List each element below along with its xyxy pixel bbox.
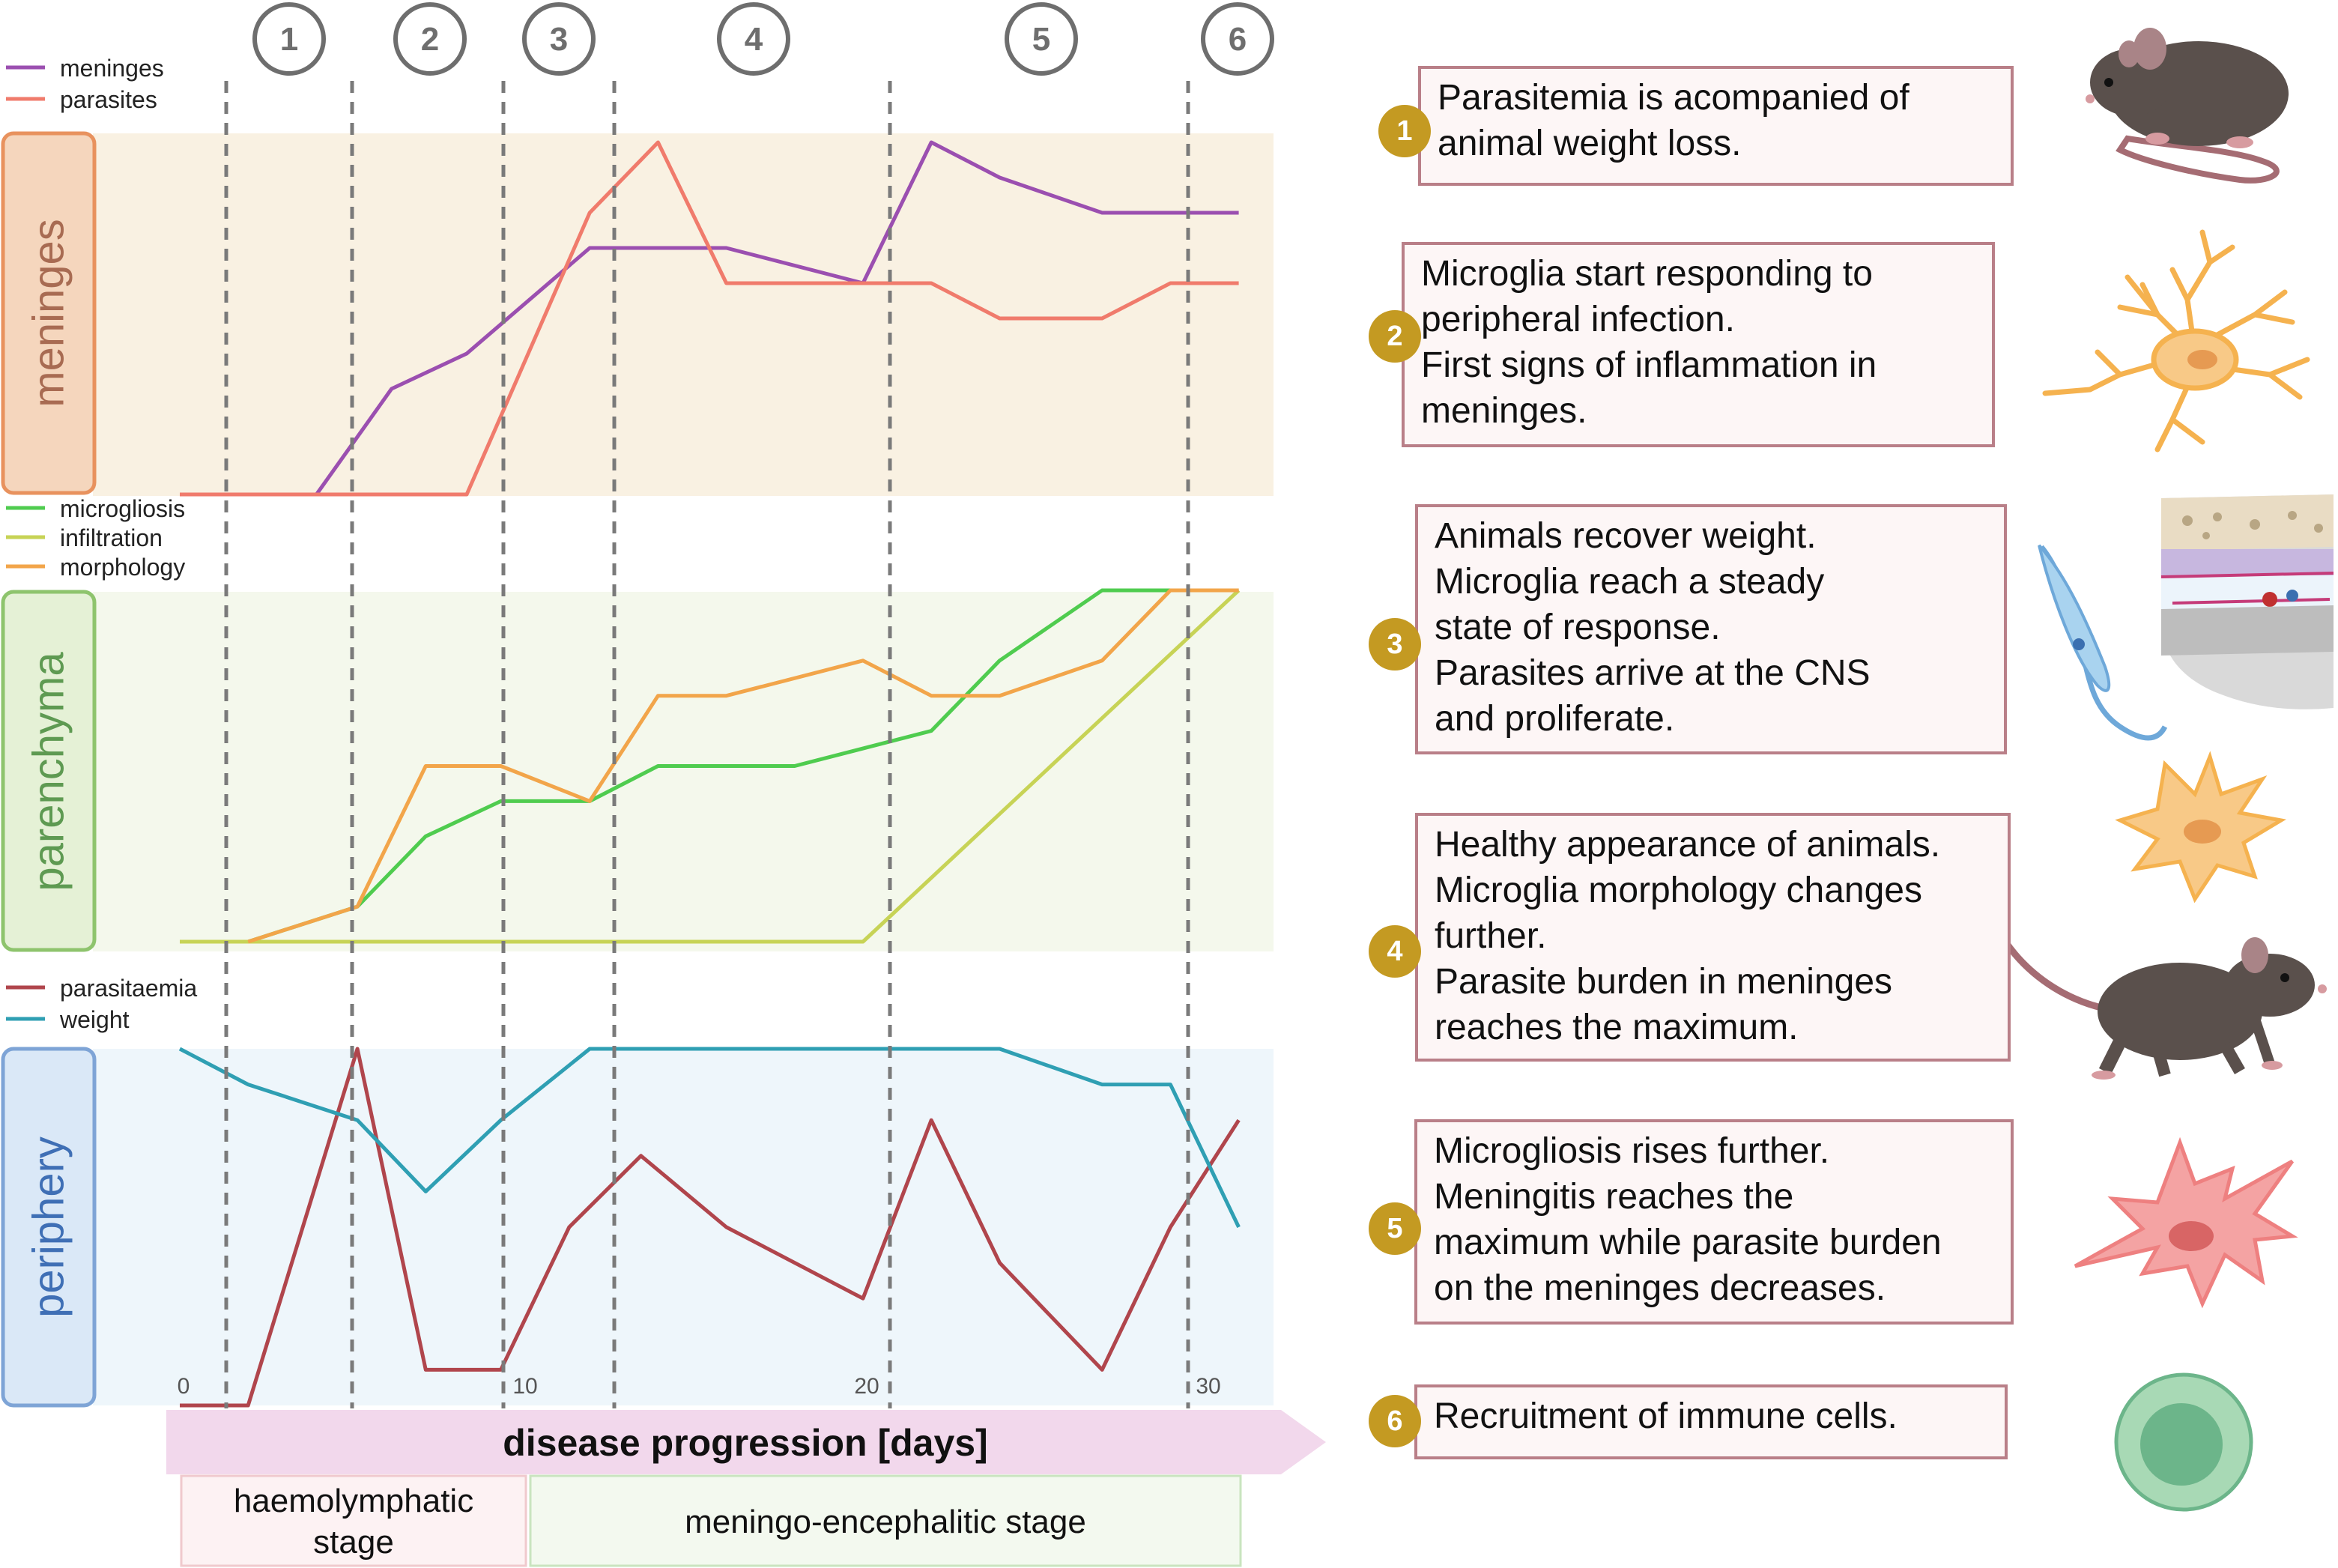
walking-mouse-icon bbox=[1993, 925, 2327, 1080]
badge-2: 2 bbox=[1369, 310, 1421, 363]
series-parasites bbox=[180, 140, 1239, 497]
badge-3: 3 bbox=[1369, 618, 1421, 671]
card-6-line-1: Recruitment of immune cells. bbox=[1434, 1396, 1898, 1436]
legend-label-weight: weight bbox=[59, 1006, 130, 1033]
legend-label-morphology: morphology bbox=[60, 554, 185, 581]
card-4-line-2: Microglia morphology changes bbox=[1435, 871, 1922, 910]
parenchyma-label: parenchyma bbox=[25, 652, 73, 892]
microglia-cell-icon bbox=[2042, 229, 2310, 452]
description-card-1: Parasitemia is acompanied of animal weig… bbox=[1418, 66, 2014, 186]
x-axis-label: disease progression [days] bbox=[503, 1422, 987, 1464]
phase-marker-6 bbox=[1201, 2, 1274, 76]
mouse-icon bbox=[2086, 28, 2289, 184]
series-infiltration bbox=[180, 589, 1241, 944]
badge-6: 6 bbox=[1369, 1395, 1421, 1447]
card-5-line-3: maximum while parasite burden bbox=[1434, 1223, 1942, 1262]
meninges-panel-bg bbox=[93, 133, 1274, 496]
series-parasitaemia bbox=[180, 1047, 1241, 1408]
card-3-line-5: and proliferate. bbox=[1435, 699, 1675, 739]
card-5-line-2: Meningitis reaches the bbox=[1434, 1177, 1794, 1217]
card-4-line-1: Healthy appearance of animals. bbox=[1435, 825, 1941, 865]
card-1-line-2: animal weight loss. bbox=[1438, 124, 1742, 163]
phase-marker-label-4: 4 bbox=[745, 21, 763, 58]
phase-marker-label-1: 1 bbox=[280, 21, 298, 58]
x-tick-20: 20 bbox=[854, 1374, 879, 1399]
card-2-line-4: meninges. bbox=[1421, 391, 1587, 431]
periphery-label: periphery bbox=[25, 1136, 73, 1318]
description-card-4: Healthy appearance of animals. Microglia… bbox=[1415, 813, 2011, 1062]
description-card-2: Microglia start responding to peripheral… bbox=[1402, 242, 1995, 447]
phase-marker-label-3: 3 bbox=[550, 21, 568, 58]
phase-marker-label-5: 5 bbox=[1032, 21, 1050, 58]
series-meninges bbox=[180, 140, 1239, 497]
meninges-panel-label: meninges bbox=[1, 131, 97, 495]
phase-marker-4 bbox=[717, 2, 790, 76]
x-tick-10: 10 bbox=[512, 1374, 537, 1399]
legend-label-parasites: parasites bbox=[60, 86, 157, 113]
legend-label-microgliosis: microgliosis bbox=[60, 495, 185, 522]
card-3-line-4: Parasites arrive at the CNS bbox=[1435, 653, 1871, 693]
activated-microglia-icon bbox=[2115, 751, 2286, 903]
legend-label-meninges: meninges bbox=[60, 55, 164, 82]
badge-5: 5 bbox=[1369, 1202, 1421, 1255]
meningo-encephalitic-stage-box bbox=[529, 1474, 1242, 1567]
card-2-line-1: Microglia start responding to bbox=[1421, 254, 1873, 294]
stage-haemolymphatic-line2: stage bbox=[313, 1524, 394, 1561]
progression-arrow bbox=[166, 1410, 1326, 1474]
description-card-6: Recruitment of immune cells. bbox=[1414, 1384, 2008, 1459]
reactive-microglia-icon bbox=[2074, 1136, 2298, 1309]
phase-marker-label-6: 6 bbox=[1229, 21, 1247, 58]
x-tick-0: 0 bbox=[178, 1374, 190, 1399]
legends: meninges parasites microgliosisinfiltratio… bbox=[6, 55, 197, 1033]
badge-4: 4 bbox=[1369, 925, 1421, 978]
phase-marker-5 bbox=[1005, 2, 1078, 76]
phase-marker-label-2: 2 bbox=[421, 21, 439, 58]
immune-cell-icon bbox=[2114, 1372, 2253, 1512]
card-4-line-3: further. bbox=[1435, 916, 1547, 956]
card-4-line-5: reaches the maximum. bbox=[1435, 1008, 1799, 1047]
stage-meningo-encephalitic-label: meningo-encephalitic stage bbox=[685, 1504, 1086, 1540]
series-morphology bbox=[247, 588, 1239, 944]
x-tick-30: 30 bbox=[1196, 1374, 1220, 1399]
card-1-line-1: Parasitemia is acompanied of bbox=[1438, 78, 1910, 118]
meninges-label: meninges bbox=[25, 219, 73, 407]
parenchyma-panel-label: parenchyma bbox=[1, 590, 97, 952]
periphery-panel-label: periphery bbox=[1, 1047, 97, 1408]
series-weight bbox=[178, 1047, 1241, 1229]
card-3-line-1: Animals recover weight. bbox=[1435, 516, 1817, 556]
brain-meninges-icon bbox=[2160, 494, 2334, 709]
phase-marker-3 bbox=[522, 2, 596, 76]
description-card-3: Animals recover weight. Microglia reach … bbox=[1415, 504, 2007, 754]
card-3-line-3: state of response. bbox=[1435, 608, 1721, 647]
parenchyma-panel-bg bbox=[93, 592, 1274, 951]
tick-layer: 0 10 20 30 bbox=[178, 1374, 1221, 1399]
card-5-line-1: Microgliosis rises further. bbox=[1434, 1131, 1830, 1171]
phase-layer: 1 2 3 4 5 6 bbox=[224, 2, 1274, 1408]
haemolymphatic-stage-box bbox=[180, 1474, 527, 1567]
card-2-line-2: peripheral infection. bbox=[1421, 300, 1735, 339]
series-layer bbox=[178, 140, 1241, 1408]
periphery-panel-bg bbox=[93, 1049, 1274, 1405]
badge-1: 1 bbox=[1378, 105, 1431, 157]
trypanosome-icon bbox=[2038, 544, 2168, 741]
stage-haemolymphatic-line1: haemolymphatic bbox=[234, 1483, 473, 1519]
card-4-line-4: Parasite burden in meninges bbox=[1435, 962, 1893, 1002]
legend-label-parasitaemia: parasitaemia bbox=[60, 975, 197, 1002]
description-card-5: Microgliosis rises further. Meningitis r… bbox=[1414, 1119, 2014, 1325]
card-3-line-2: Microglia reach a steady bbox=[1435, 562, 1825, 602]
card-2-line-3: First signs of inflammation in bbox=[1421, 345, 1877, 385]
phase-marker-2 bbox=[393, 2, 467, 76]
phase-marker-1 bbox=[252, 2, 326, 76]
legend-label-infiltration: infiltration bbox=[60, 524, 163, 551]
card-5-line-4: on the meninges decreases. bbox=[1434, 1268, 1886, 1308]
